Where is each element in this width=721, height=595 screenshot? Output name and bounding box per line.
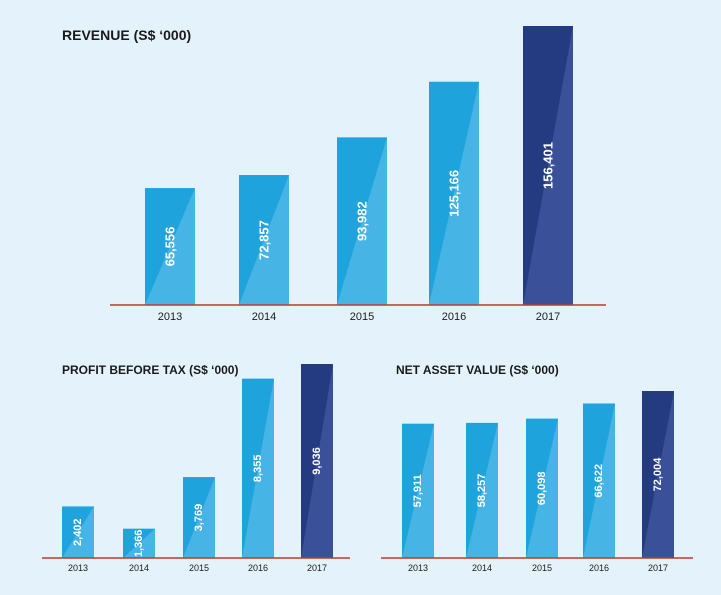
revenue-bar-shade-2016 bbox=[429, 81, 479, 306]
revenue-value-label-2014: 72,857 bbox=[257, 220, 272, 260]
profit-before-tax-bar-shade-2015 bbox=[183, 477, 215, 558]
profit-before-tax-bar-shade-2016 bbox=[242, 378, 274, 558]
revenue-chart: REVENUE (S$ ‘000) 65,556 2013 72,857 2014 93… bbox=[62, 26, 606, 323]
profit-before-tax-bar-shade-2014 bbox=[123, 528, 155, 558]
revenue-tick-label-2013: 2013 bbox=[158, 311, 182, 323]
net-asset-value-bar-shade-2017 bbox=[642, 391, 674, 558]
revenue-value-label-2015: 93,982 bbox=[355, 201, 370, 241]
net-asset-value-bar-shade-2016 bbox=[583, 403, 615, 558]
revenue-tick-label-2014: 2014 bbox=[252, 311, 276, 323]
net-asset-value-tick-label-2015: 2015 bbox=[532, 563, 552, 573]
net-asset-value-tick-label-2017: 2017 bbox=[648, 563, 668, 573]
revenue-bar-shade-2015 bbox=[337, 137, 387, 305]
revenue-bar-shade-2013 bbox=[145, 188, 195, 305]
revenue-chart-title: REVENUE (S$ ‘000) bbox=[62, 27, 191, 43]
revenue-bar-shade-2014 bbox=[239, 175, 289, 305]
net-asset-value-value-label-2016: 66,622 bbox=[593, 464, 605, 498]
profit-before-tax-chart-title: PROFIT BEFORE TAX (S$ ‘000) bbox=[62, 363, 238, 377]
net-asset-value-value-label-2013: 57,911 bbox=[412, 474, 424, 507]
profit-before-tax-chart: PROFIT BEFORE TAX (S$ ‘000) 2,402 2013 1,3… bbox=[42, 363, 350, 573]
net-asset-value-bar-shade-2013 bbox=[402, 423, 434, 558]
net-asset-value-chart-title: NET ASSET VALUE (S$ ‘000) bbox=[396, 363, 559, 377]
net-asset-value-tick-label-2013: 2013 bbox=[408, 563, 428, 573]
net-asset-value-bar-shade-2015 bbox=[526, 418, 558, 558]
profit-before-tax-bar-shade-2013 bbox=[62, 506, 94, 558]
revenue-value-label-2017: 156,401 bbox=[541, 142, 556, 189]
revenue-value-label-2013: 65,556 bbox=[163, 227, 178, 267]
revenue-tick-label-2017: 2017 bbox=[536, 311, 560, 323]
net-asset-value-tick-label-2016: 2016 bbox=[589, 563, 609, 573]
profit-before-tax-bar-shade-2017 bbox=[301, 364, 333, 558]
profit-before-tax-value-label-2016: 8,355 bbox=[252, 455, 264, 483]
revenue-value-label-2016: 125,166 bbox=[447, 170, 462, 217]
revenue-bar-shade-2017 bbox=[523, 26, 573, 305]
profit-before-tax-tick-label-2016: 2016 bbox=[248, 563, 268, 573]
net-asset-value-tick-label-2014: 2014 bbox=[472, 563, 492, 573]
profit-before-tax-tick-label-2015: 2015 bbox=[189, 563, 209, 573]
net-asset-value-bar-shade-2014 bbox=[466, 422, 498, 558]
revenue-tick-label-2016: 2016 bbox=[442, 311, 466, 323]
net-asset-value-value-label-2017: 72,004 bbox=[652, 457, 664, 492]
profit-before-tax-value-label-2013: 2,402 bbox=[72, 518, 84, 546]
revenue-tick-label-2015: 2015 bbox=[350, 311, 374, 323]
profit-before-tax-tick-label-2013: 2013 bbox=[68, 563, 88, 573]
profit-before-tax-value-label-2017: 9,036 bbox=[311, 447, 323, 475]
net-asset-value-value-label-2015: 60,098 bbox=[536, 471, 548, 505]
profit-before-tax-value-label-2014: 1,366 bbox=[133, 530, 145, 558]
profit-before-tax-tick-label-2014: 2014 bbox=[129, 563, 149, 573]
net-asset-value-chart: NET ASSET VALUE (S$ ‘000) 57,911 2013 58,2… bbox=[381, 363, 693, 573]
profit-before-tax-value-label-2015: 3,769 bbox=[193, 504, 205, 532]
profit-before-tax-tick-label-2017: 2017 bbox=[307, 563, 327, 573]
net-asset-value-value-label-2014: 58,257 bbox=[476, 474, 488, 508]
